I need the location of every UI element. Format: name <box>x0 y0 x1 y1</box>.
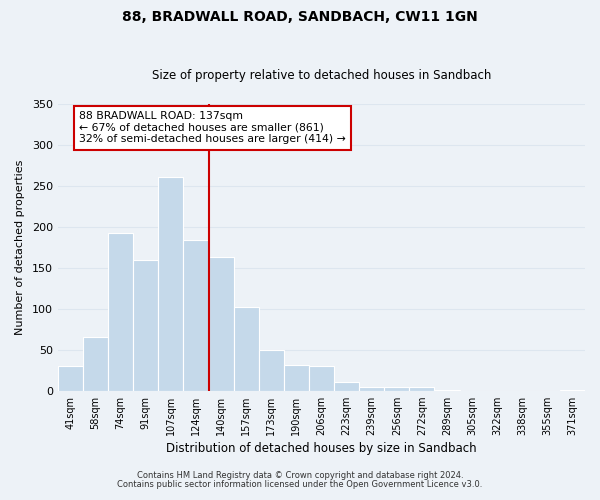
Text: Contains public sector information licensed under the Open Government Licence v3: Contains public sector information licen… <box>118 480 482 489</box>
Bar <box>384 388 409 390</box>
Bar <box>409 386 434 390</box>
Title: Size of property relative to detached houses in Sandbach: Size of property relative to detached ho… <box>152 69 491 82</box>
Bar <box>108 232 133 390</box>
Text: 88 BRADWALL ROAD: 137sqm
← 67% of detached houses are smaller (861)
32% of semi-: 88 BRADWALL ROAD: 137sqm ← 67% of detach… <box>79 111 346 144</box>
Bar <box>209 257 233 390</box>
Text: Contains HM Land Registry data © Crown copyright and database right 2024.: Contains HM Land Registry data © Crown c… <box>137 471 463 480</box>
Bar <box>334 382 359 390</box>
Bar <box>309 366 334 390</box>
X-axis label: Distribution of detached houses by size in Sandbach: Distribution of detached houses by size … <box>166 442 477 455</box>
Bar <box>284 366 309 390</box>
Bar <box>133 260 158 390</box>
Bar <box>83 338 108 390</box>
Y-axis label: Number of detached properties: Number of detached properties <box>15 160 25 335</box>
Bar <box>58 366 83 390</box>
Bar <box>233 307 259 390</box>
Bar <box>359 388 384 390</box>
Text: 88, BRADWALL ROAD, SANDBACH, CW11 1GN: 88, BRADWALL ROAD, SANDBACH, CW11 1GN <box>122 10 478 24</box>
Bar <box>158 177 184 390</box>
Bar <box>184 240 209 390</box>
Bar <box>259 350 284 391</box>
